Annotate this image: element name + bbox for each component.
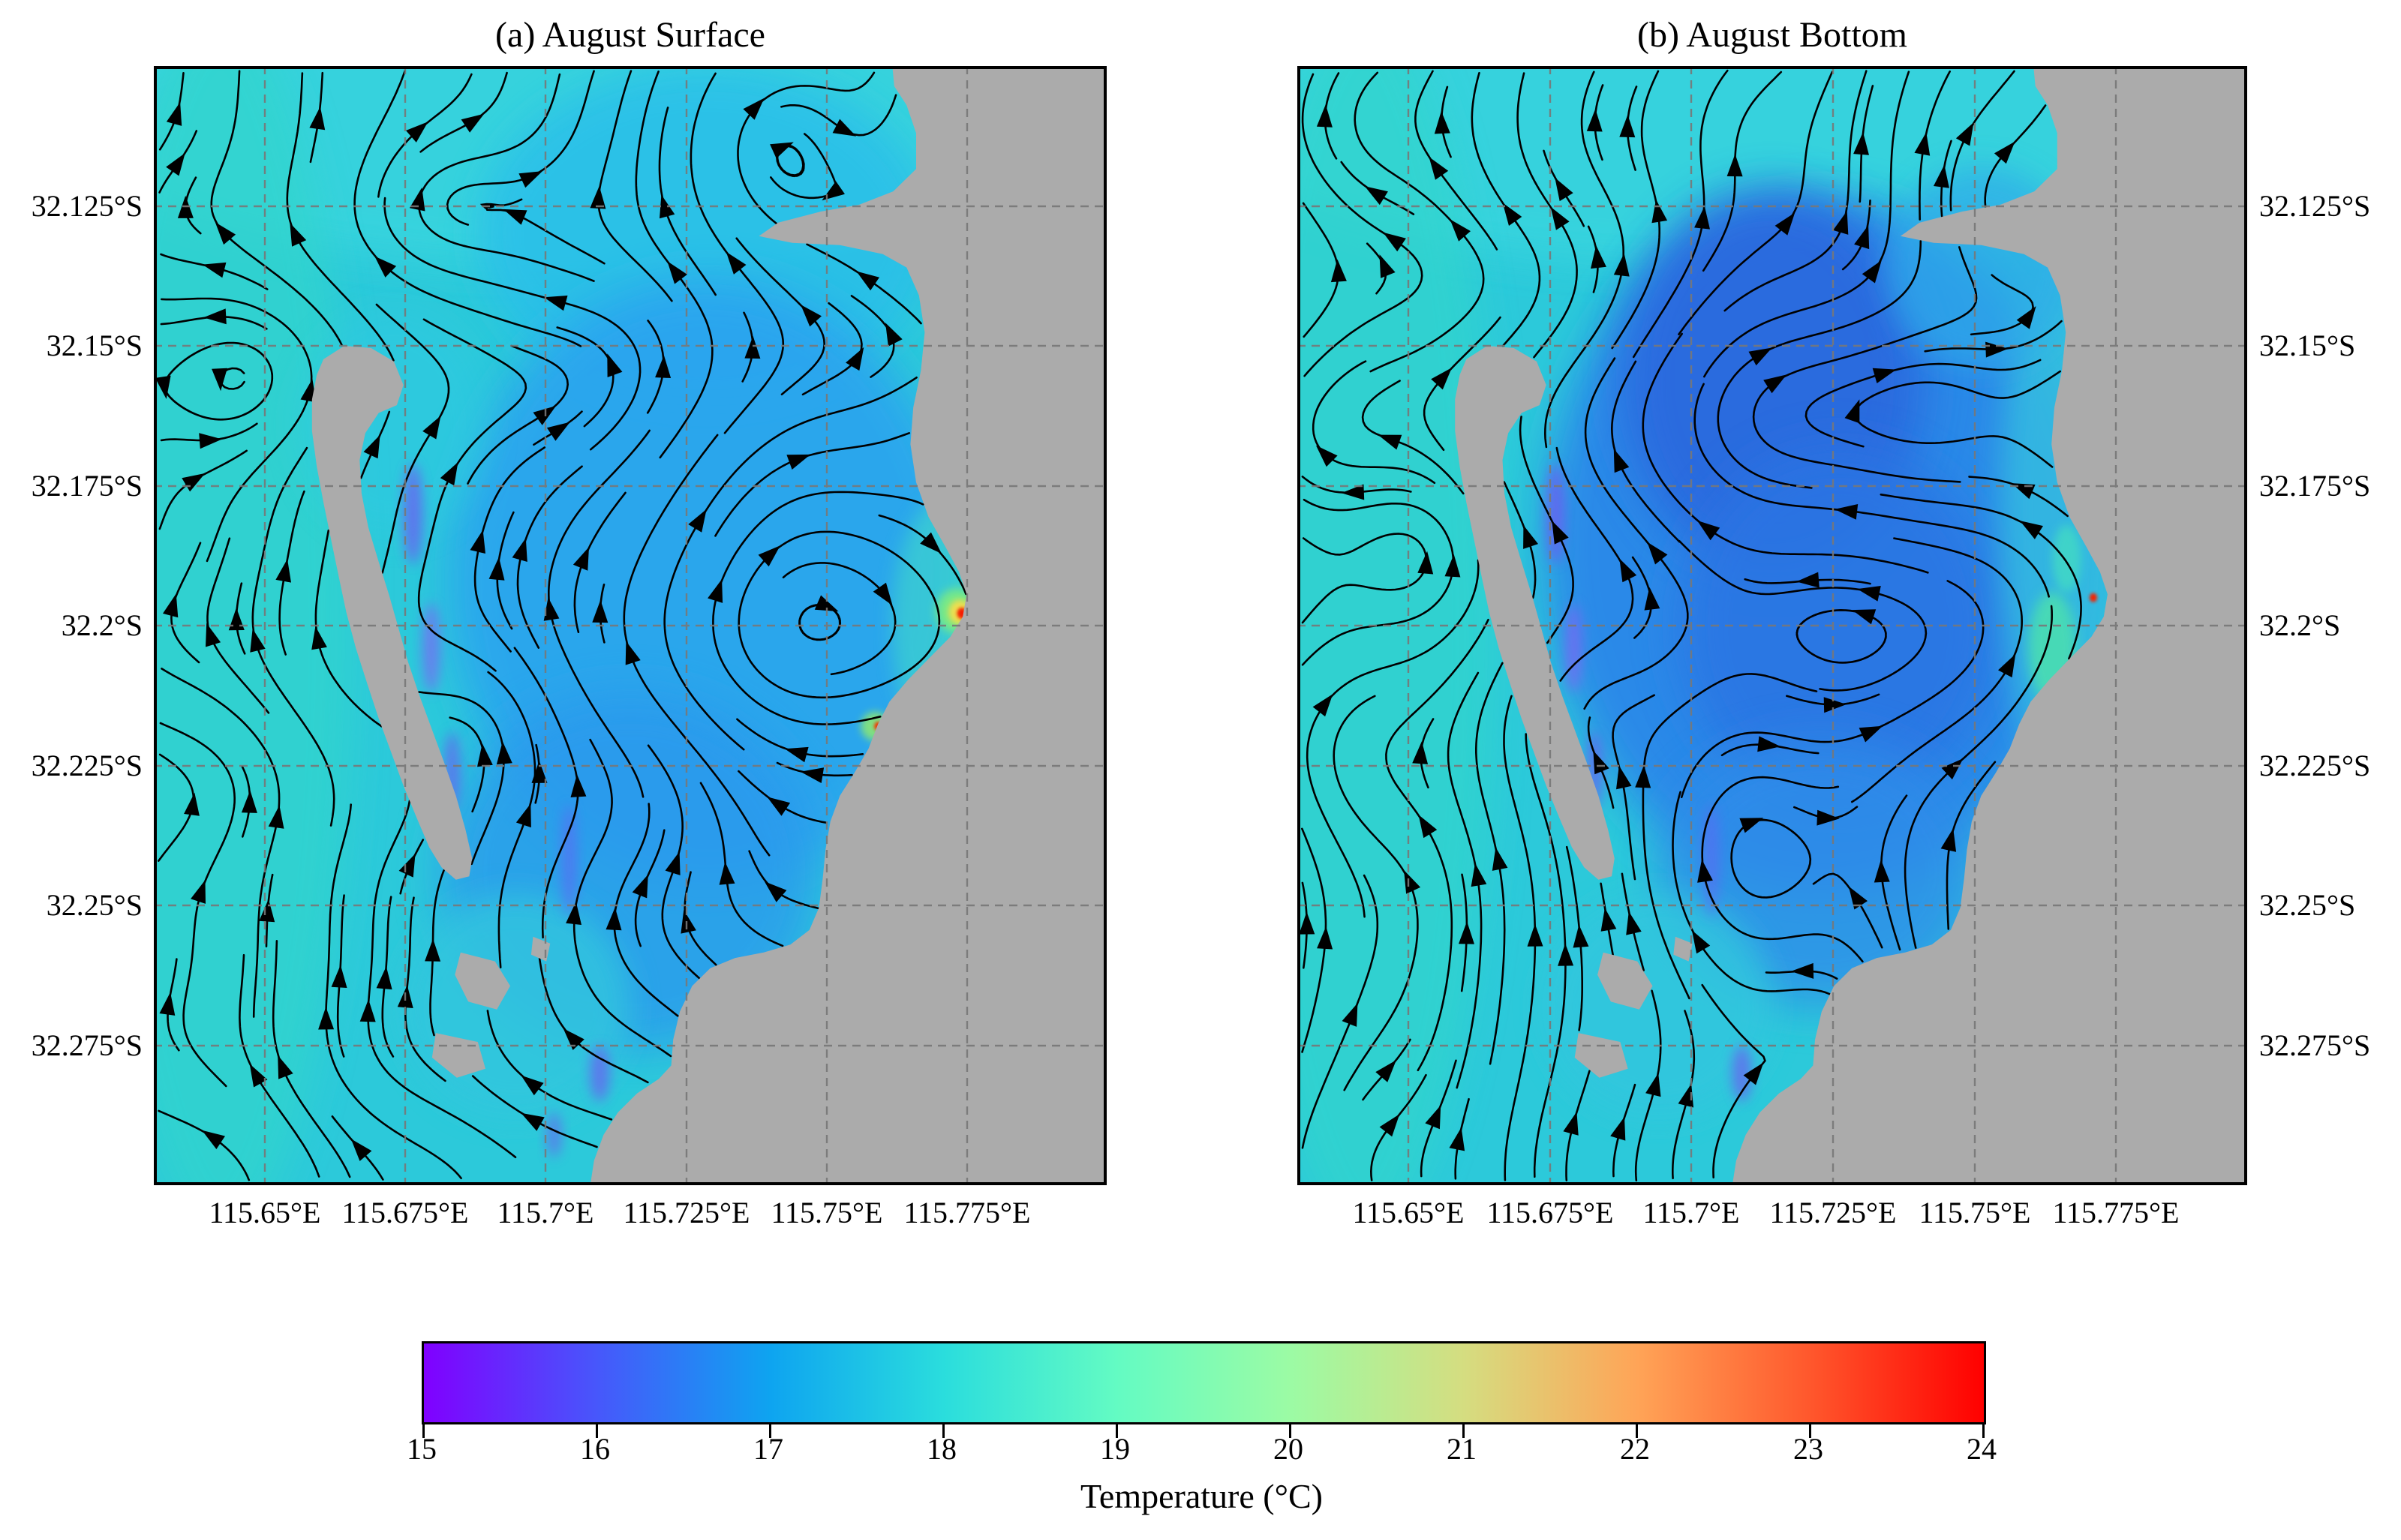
garden-island bbox=[311, 346, 473, 880]
y-axis-label-left: 32.275°S bbox=[31, 1028, 143, 1062]
panel-b-title: (b) August Bottom bbox=[1636, 15, 1908, 55]
y-axis-label-right: 32.25°S bbox=[2259, 888, 2356, 922]
panel-border bbox=[1297, 66, 2247, 1185]
colorbar-tick-label: 16 bbox=[580, 1432, 610, 1466]
colorbar-tick-label: 15 bbox=[407, 1432, 437, 1466]
flow-arrows bbox=[155, 98, 942, 1161]
shoal bbox=[1597, 952, 1653, 1010]
x-axis-label: 115.775°E bbox=[903, 1196, 1031, 1229]
colorbar-tick bbox=[1636, 1422, 1638, 1438]
colorbar-tick-label: 22 bbox=[1620, 1432, 1650, 1466]
x-axis-label: 115.675°E bbox=[341, 1196, 469, 1229]
x-axis-label: 115.775°E bbox=[2052, 1196, 2180, 1229]
y-axis-label-right: 32.125°S bbox=[2259, 189, 2371, 223]
colorbar-tick-label: 20 bbox=[1273, 1432, 1303, 1466]
x-axis-label: 115.65°E bbox=[209, 1196, 321, 1229]
x-axis-label: 115.725°E bbox=[1769, 1196, 1897, 1229]
colorbar-title: Temperature (°C) bbox=[1080, 1477, 1323, 1515]
y-axis-label-right: 32.175°S bbox=[2259, 469, 2371, 503]
x-axis-label: 115.65°E bbox=[1352, 1196, 1465, 1229]
colorbar-tick bbox=[596, 1422, 598, 1438]
colorbar-tick-label: 17 bbox=[753, 1432, 783, 1466]
x-axis-label: 115.75°E bbox=[1919, 1196, 2031, 1229]
colorbar-tick bbox=[422, 1422, 425, 1438]
colorbar-tick bbox=[769, 1422, 771, 1438]
colorbar-tick bbox=[942, 1422, 945, 1438]
panel-border bbox=[154, 66, 1107, 1185]
colorbar-tick-label: 23 bbox=[1793, 1432, 1823, 1466]
colorbar-tick-label: 24 bbox=[1967, 1432, 1997, 1466]
colorbar-tick bbox=[1289, 1422, 1291, 1438]
colorbar-tick-label: 19 bbox=[1100, 1432, 1130, 1466]
x-axis-label: 115.675°E bbox=[1486, 1196, 1614, 1229]
panel-a-title: (a) August Surface bbox=[495, 15, 765, 55]
map-panel-b bbox=[1297, 66, 2247, 1185]
colorbar-tick bbox=[1116, 1422, 1118, 1438]
gridlines bbox=[154, 66, 1107, 1185]
colorbar-tick bbox=[1982, 1422, 1985, 1438]
y-axis-label-right: 32.275°S bbox=[2259, 1028, 2371, 1062]
x-axis-label: 115.7°E bbox=[1642, 1196, 1740, 1229]
colorbar-tick-label: 18 bbox=[927, 1432, 957, 1466]
mainland-coast bbox=[1732, 66, 2247, 1185]
y-axis-label-left: 32.125°S bbox=[31, 189, 143, 223]
y-axis-label-right: 32.15°S bbox=[2259, 329, 2356, 362]
land bbox=[1455, 66, 2247, 1185]
flow-arrows bbox=[1299, 104, 2043, 1151]
land bbox=[311, 66, 1107, 1185]
shoal bbox=[1673, 936, 1693, 962]
x-axis-label: 115.725°E bbox=[623, 1196, 750, 1229]
shoal bbox=[431, 1033, 485, 1078]
y-axis-label-left: 32.225°S bbox=[31, 749, 143, 782]
garden-island bbox=[1455, 346, 1615, 880]
y-axis-label-left: 32.25°S bbox=[46, 888, 143, 922]
y-axis-label-left: 32.15°S bbox=[46, 329, 143, 362]
gridlines bbox=[1297, 66, 2247, 1185]
shoal bbox=[1574, 1033, 1628, 1078]
y-axis-label-right: 32.225°S bbox=[2259, 749, 2371, 782]
y-axis-label-left: 32.2°S bbox=[61, 608, 143, 642]
shoal bbox=[455, 952, 510, 1010]
colorbar-tick-label: 21 bbox=[1447, 1432, 1477, 1466]
colorbar-tick bbox=[1809, 1422, 1811, 1438]
mainland-coast bbox=[590, 66, 1107, 1185]
colorbar bbox=[422, 1341, 1986, 1424]
y-axis-label-left: 32.175°S bbox=[31, 469, 143, 503]
y-axis-label-right: 32.2°S bbox=[2259, 608, 2341, 642]
colorbar-tick bbox=[1462, 1422, 1465, 1438]
x-axis-label: 115.75°E bbox=[771, 1196, 883, 1229]
colorbar-gradient bbox=[424, 1343, 1984, 1422]
x-axis-label: 115.7°E bbox=[497, 1196, 594, 1229]
map-panel-a bbox=[154, 66, 1107, 1185]
